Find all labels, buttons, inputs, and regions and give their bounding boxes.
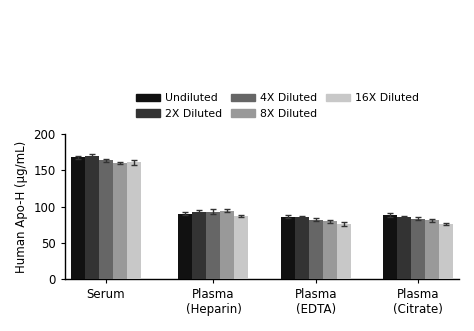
Bar <box>71 157 85 279</box>
Bar <box>425 220 439 279</box>
Bar <box>295 217 309 279</box>
Y-axis label: Human Apo-H (µg/mL): Human Apo-H (µg/mL) <box>15 140 28 273</box>
Bar <box>309 219 323 279</box>
Bar <box>383 215 397 279</box>
Bar <box>207 212 220 279</box>
Bar <box>235 216 248 279</box>
Bar <box>220 211 235 279</box>
Bar <box>411 219 425 279</box>
Bar <box>113 163 127 279</box>
Bar <box>127 163 141 279</box>
Bar <box>85 156 99 279</box>
Bar <box>323 221 337 279</box>
Bar <box>192 212 207 279</box>
Bar <box>337 224 351 279</box>
Bar <box>281 217 295 279</box>
Bar <box>397 217 411 279</box>
Bar <box>439 224 453 279</box>
Legend: Undiluted, 2X Diluted, 4X Diluted, 8X Diluted, 16X Diluted: Undiluted, 2X Diluted, 4X Diluted, 8X Di… <box>136 93 419 119</box>
Bar <box>178 214 192 279</box>
Bar <box>99 160 113 279</box>
